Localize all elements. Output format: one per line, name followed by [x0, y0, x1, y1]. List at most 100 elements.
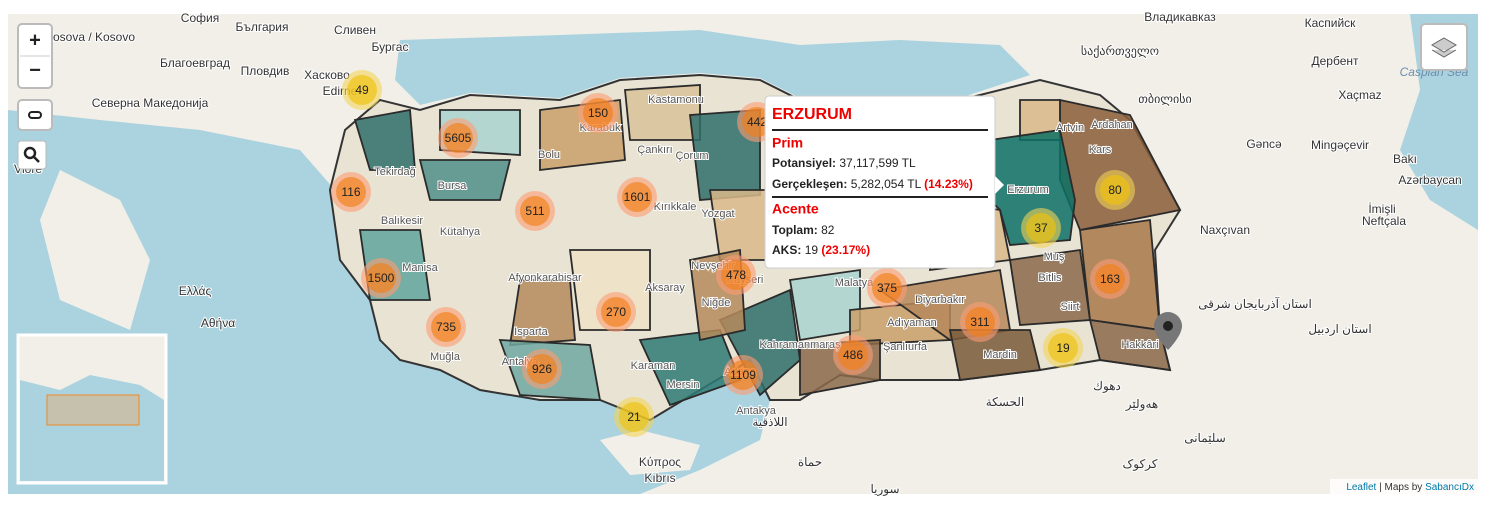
popup-title: ERZURUM	[772, 106, 852, 123]
province	[353, 108, 416, 171]
marker-cluster[interactable]: 49	[342, 70, 382, 110]
cluster-core	[443, 123, 473, 153]
place-label: Bitlis	[1038, 272, 1062, 284]
marker-cluster[interactable]: 926	[522, 349, 562, 389]
search-icon	[33, 156, 40, 163]
attribution-link[interactable]: SabancıDx	[1425, 482, 1474, 493]
marker-cluster[interactable]: 21	[614, 397, 654, 437]
cluster-count: 5605	[445, 131, 472, 145]
cluster-count: 37	[1034, 221, 1048, 235]
place-label: Artvin	[1056, 122, 1084, 134]
popup-row: AKS: 19 (23.17%)	[772, 243, 870, 257]
place-label: Muğla	[430, 351, 461, 363]
cluster-count: 80	[1108, 183, 1122, 197]
link-button[interactable]	[17, 99, 53, 131]
map-pin-icon	[1163, 321, 1173, 331]
place-label: თბილისი	[1138, 92, 1192, 106]
place-label: حماة	[798, 455, 822, 469]
attribution-link[interactable]: Leaflet	[1346, 482, 1376, 493]
marker-cluster[interactable]: 1109	[723, 355, 763, 395]
place-label: Bolu	[538, 149, 560, 161]
cluster-count: 21	[627, 410, 641, 424]
marker-cluster[interactable]: 1601	[617, 177, 657, 217]
place-label: Κύπρος	[639, 455, 681, 469]
place-label: Kahramanmaraş	[759, 339, 841, 351]
row-label: Toplam:	[772, 223, 818, 237]
attribution: Leaflet | Maps by SabancıDx	[1346, 482, 1474, 493]
marker-cluster[interactable]: 80	[1095, 170, 1135, 210]
place-label: Azərbaycan	[1398, 173, 1461, 187]
place-label: Mersin	[666, 379, 699, 391]
place-label: Niğde	[702, 297, 731, 309]
province	[418, 159, 512, 201]
marker-cluster[interactable]: 19	[1043, 328, 1083, 368]
cluster-core	[622, 182, 652, 212]
marker-cluster[interactable]: 735	[426, 307, 466, 347]
zoom-out[interactable]: −	[29, 59, 41, 81]
cluster-core	[347, 75, 377, 105]
place-label: کرکوک	[1123, 457, 1158, 471]
section-title: Prim	[772, 135, 803, 151]
cluster-core	[1048, 333, 1078, 363]
cluster-count: 926	[532, 362, 552, 376]
cluster-core	[527, 354, 557, 384]
place-label: Дербент	[1311, 54, 1359, 68]
province	[508, 279, 576, 346]
cluster-core	[1100, 175, 1130, 205]
popup-row: Potansiyel: 37,117,599 TL	[772, 156, 916, 170]
search-icon	[23, 146, 37, 160]
marker-cluster[interactable]: 150	[578, 93, 618, 133]
greece-land	[40, 170, 150, 330]
cluster-core	[520, 196, 550, 226]
marker-cluster[interactable]: 478	[716, 255, 756, 295]
place-label: الحسكة	[986, 395, 1025, 409]
section-title: Acente	[772, 201, 819, 217]
marker-cluster[interactable]: 5605	[438, 118, 478, 158]
place-label: استان اردبیل	[1308, 322, 1371, 336]
place-label: София	[181, 11, 219, 25]
search-button[interactable]	[17, 140, 47, 170]
marker-cluster[interactable]: 375	[867, 268, 907, 308]
cluster-core	[1026, 213, 1056, 243]
place-label: Mingəçevir	[1311, 138, 1369, 152]
marker-cluster[interactable]: 486	[833, 335, 873, 375]
cluster-core	[728, 360, 758, 390]
place-label: Северна Македонија	[92, 96, 209, 110]
marker-cluster[interactable]: 1500	[361, 258, 401, 298]
place-label: Kars	[1089, 144, 1112, 156]
cluster-core	[431, 312, 461, 342]
marker-cluster[interactable]: 116	[331, 172, 371, 212]
cluster-core	[583, 98, 613, 128]
place-label: سلێمانی	[1184, 431, 1226, 445]
place-label: Şanlıurfa	[883, 341, 928, 353]
place-label: دهوك	[1093, 379, 1121, 393]
marker-cluster[interactable]: 37	[1021, 208, 1061, 248]
marker-cluster[interactable]: 511	[515, 191, 555, 231]
place-label: Бургас	[372, 40, 409, 54]
place-label: Пловдив	[241, 64, 290, 78]
place-label: Tekirdağ	[374, 166, 416, 178]
cluster-count: 19	[1056, 341, 1070, 355]
place-label: Siirt	[1061, 301, 1080, 313]
cluster-count: 478	[726, 268, 746, 282]
place-label: Manisa	[402, 262, 438, 274]
place-label: Hakkâri	[1121, 339, 1158, 351]
place-label: Хасково	[304, 68, 350, 82]
attribution-text: | Maps by	[1376, 482, 1425, 493]
place-label: Владикавказ	[1144, 10, 1216, 24]
cluster-core	[336, 177, 366, 207]
minimap-sea	[20, 375, 164, 481]
minimap[interactable]	[16, 333, 168, 485]
cluster-count: 511	[525, 204, 544, 218]
marker-cluster[interactable]: 270	[596, 292, 636, 332]
row-ratio: (14.23%)	[924, 177, 973, 191]
place-label: İmişli	[1368, 202, 1395, 216]
popup-tip	[995, 176, 1004, 194]
cluster-core	[366, 263, 396, 293]
row-label: Gerçekleşen:	[772, 177, 847, 191]
marker-cluster[interactable]: 311	[960, 302, 1000, 342]
marker-cluster[interactable]: 163	[1090, 259, 1130, 299]
zoom-in[interactable]: +	[29, 29, 41, 51]
